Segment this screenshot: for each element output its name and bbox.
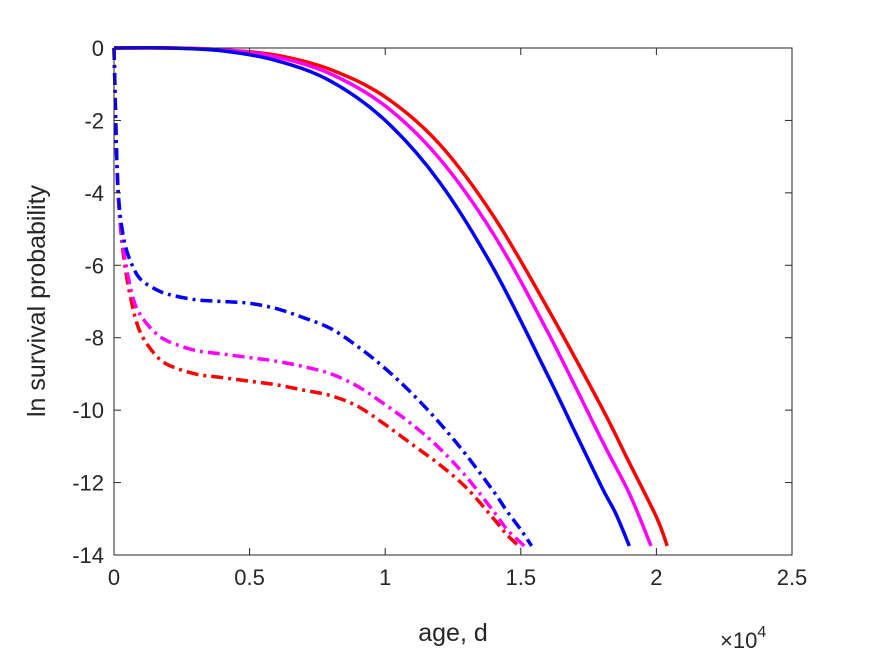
plot-area-frame	[113, 47, 793, 556]
y-axis-ticks: 0 -2 -4 -6 -8 -10 -12 -14	[72, 36, 792, 568]
series-line-5	[112, 47, 528, 550]
y-tick-label: -14	[72, 543, 104, 568]
x-axis-label: age, d	[418, 619, 488, 647]
x-tick-label: 0.5	[234, 565, 265, 590]
series-line-6	[112, 47, 534, 547]
y-tick-label: -4	[84, 181, 104, 206]
x-tick-label: 1	[379, 565, 391, 590]
y-tick-label: -2	[84, 108, 104, 133]
x-multiplier-times: ×	[720, 628, 733, 653]
x-axis-ticks: 0 0.5 1 1.5 2 2.5	[108, 48, 807, 590]
y-tick-label: 0	[92, 36, 104, 61]
y-tick-label: -8	[84, 326, 104, 351]
y-tick-label: -12	[72, 471, 104, 496]
x-axis-multiplier: ×104	[720, 624, 766, 653]
x-tick-label: 1.5	[506, 565, 537, 590]
y-tick-label: -6	[84, 253, 104, 278]
x-tick-label: 2	[650, 565, 662, 590]
x-multiplier-base: 10	[733, 628, 757, 653]
series-line-3	[113, 46, 631, 547]
x-tick-label: 0	[108, 565, 120, 590]
y-axis-label: ln survival probability	[23, 184, 51, 417]
x-tick-label: 2.5	[777, 565, 808, 590]
y-tick-label: -10	[72, 398, 104, 423]
x-multiplier-exponent: 4	[757, 624, 766, 641]
plot-lines	[112, 46, 669, 550]
